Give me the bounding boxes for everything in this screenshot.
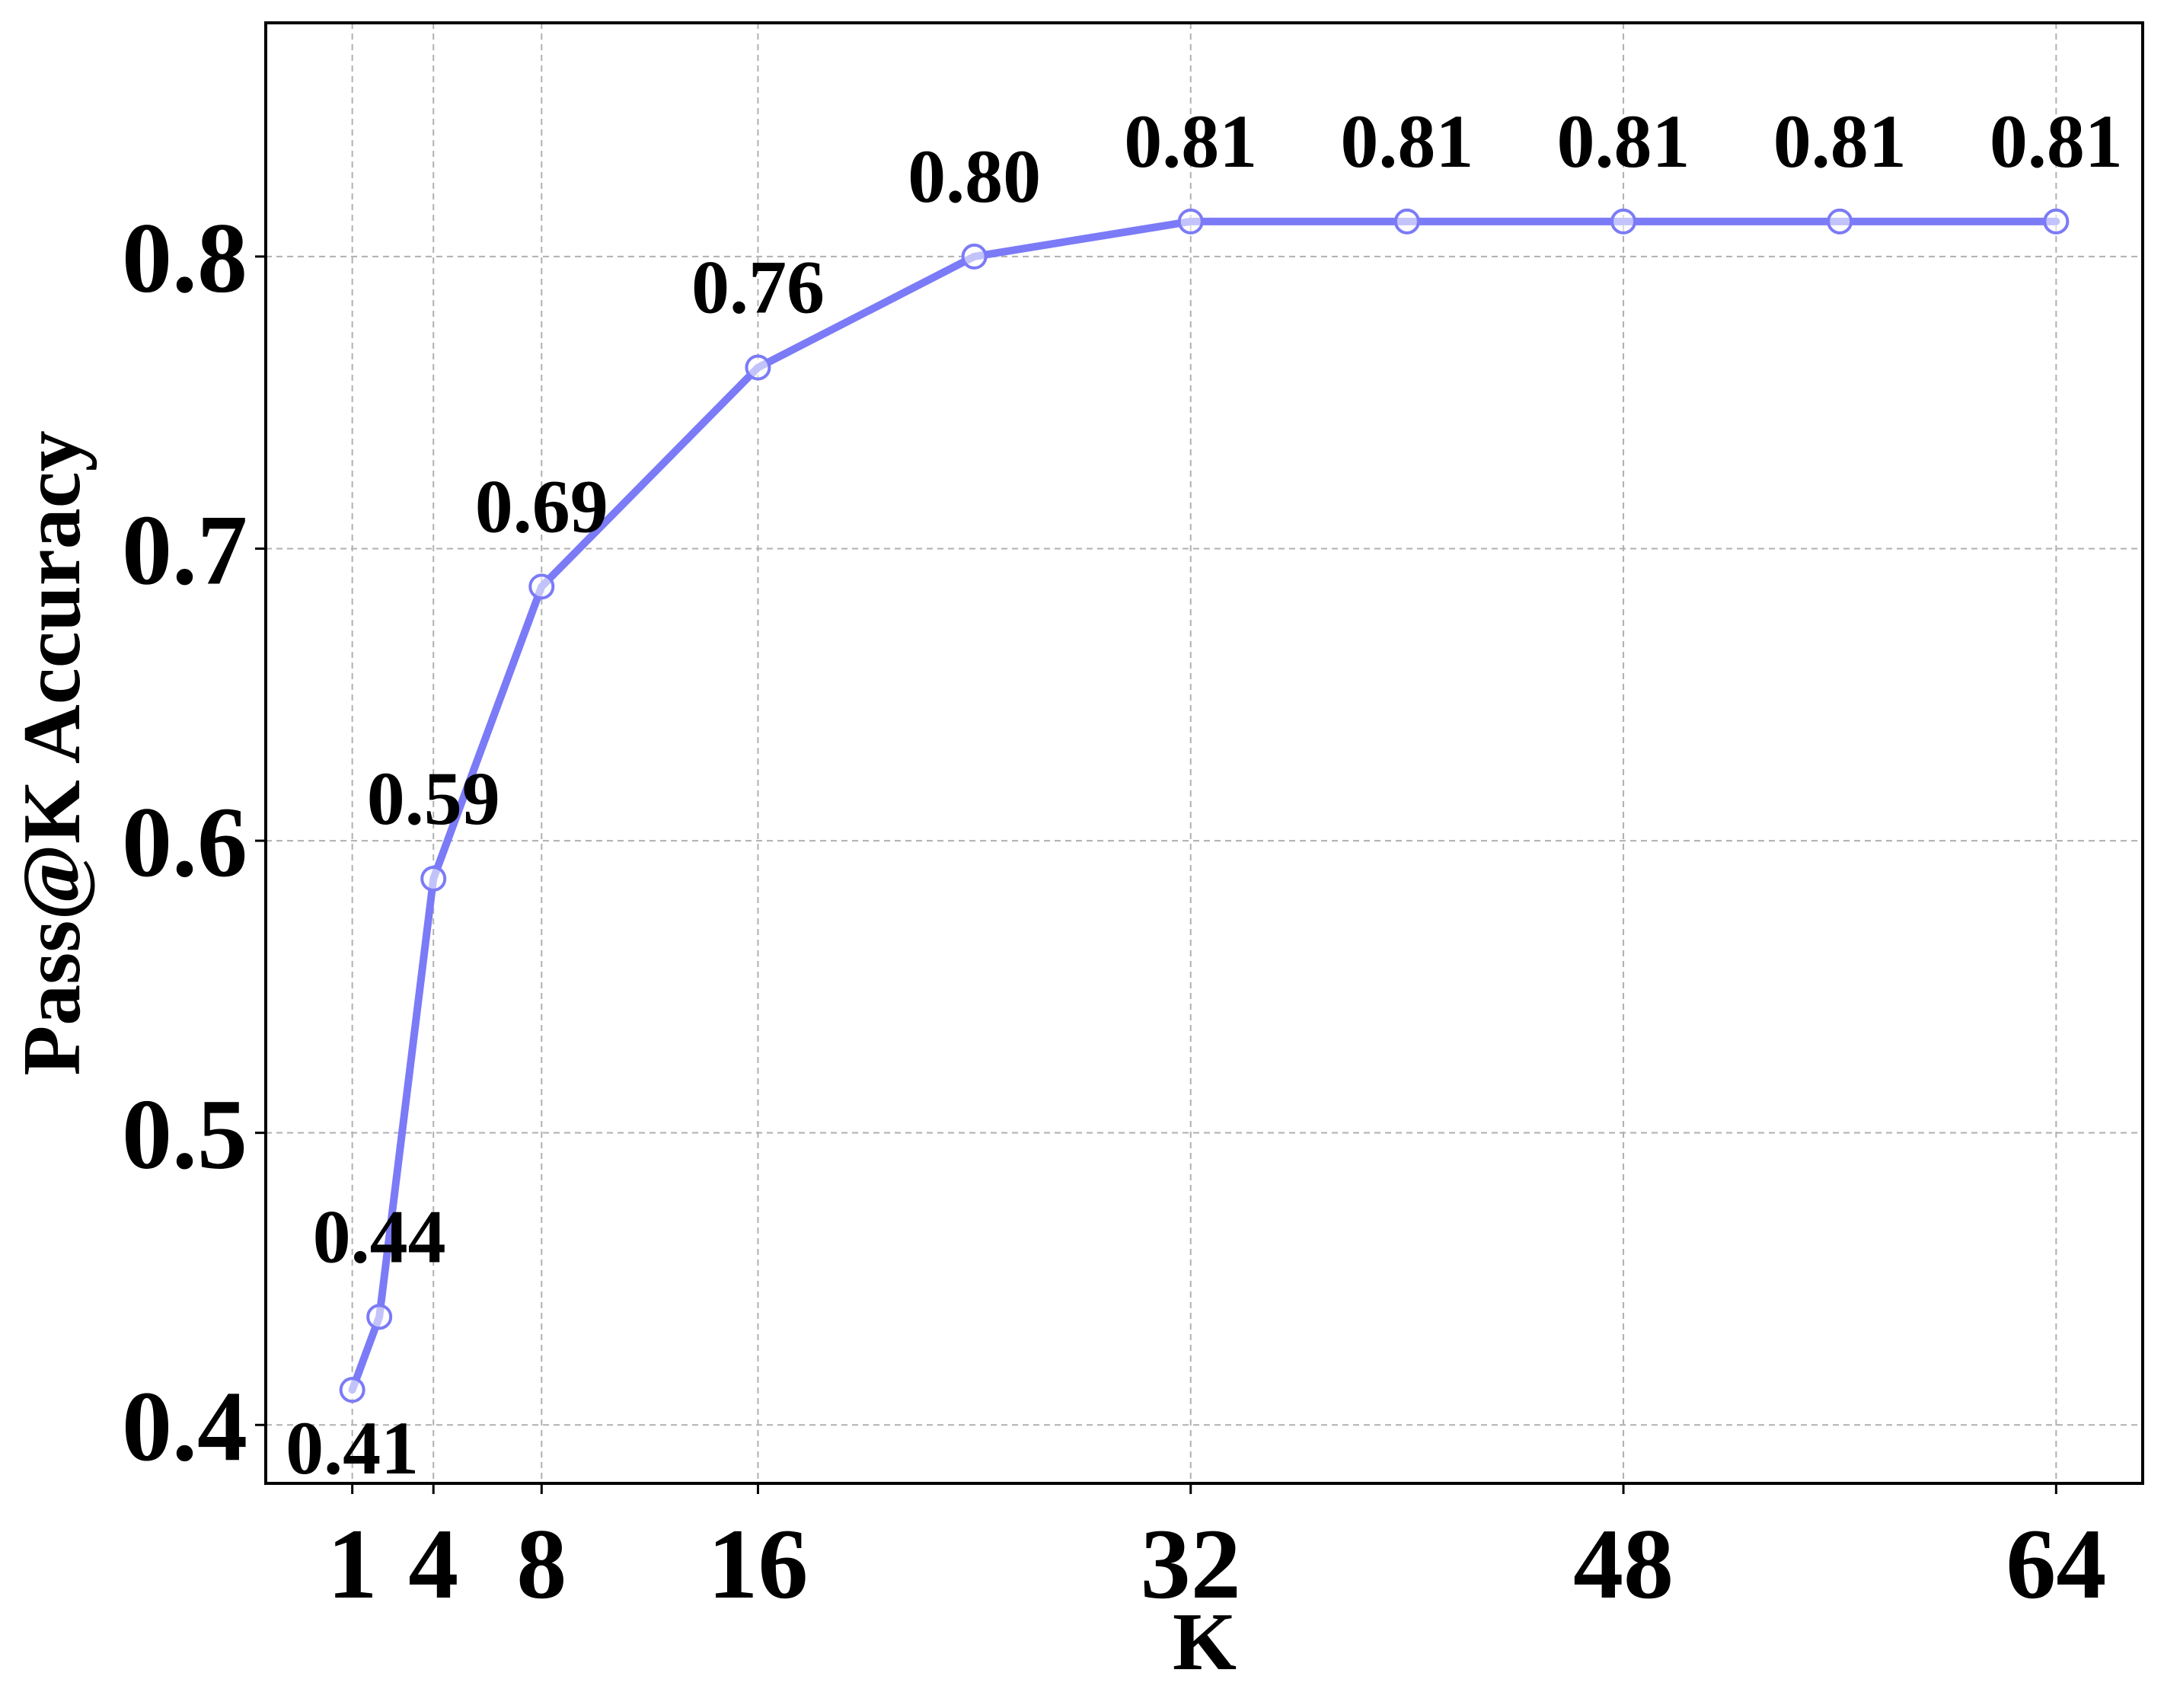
data-label: 0.80 — [908, 134, 1041, 219]
x-tick-label: 8 — [516, 1508, 567, 1620]
plot-frame — [264, 21, 2144, 1485]
y-tick-label: 0.4 — [122, 1370, 247, 1482]
y-tick-label: 0.8 — [122, 202, 247, 314]
data-point — [366, 1304, 393, 1330]
series-line — [348, 217, 2060, 1394]
x-tick-label: 1 — [327, 1508, 378, 1620]
data-point — [1827, 208, 1853, 235]
data-point — [420, 865, 447, 892]
axis-ticks: 1 4 8 16 32 48 640.40.50.60.70.8 — [122, 202, 2106, 1620]
data-point — [961, 243, 988, 270]
x-tick-label: 64 — [2006, 1508, 2106, 1620]
x-tick-label: 48 — [1573, 1508, 1674, 1620]
y-tick-label: 0.6 — [122, 786, 247, 898]
data-point — [339, 1377, 365, 1403]
data-point — [1393, 208, 1420, 235]
data-label: 0.76 — [691, 245, 825, 330]
data-point — [745, 354, 771, 381]
data-point — [528, 573, 555, 600]
y-tick-label: 0.7 — [122, 493, 247, 605]
data-label: 0.81 — [1124, 99, 1257, 184]
series-layer — [339, 208, 2070, 1403]
data-labels: 0.41 0.44 0.59 0.69 0.76 0.80 0.81 0.81 0.81 0.81… — [286, 99, 2123, 1490]
data-label: 0.81 — [1557, 99, 1690, 184]
y-axis-label: Pass@K Accuracy — [7, 430, 97, 1075]
data-label: 0.81 — [1990, 99, 2123, 184]
x-axis-label: K — [1173, 1597, 1237, 1687]
data-label: 0.41 — [286, 1406, 419, 1490]
data-point — [2043, 208, 2070, 235]
data-point — [1610, 208, 1637, 235]
data-label: 0.69 — [475, 464, 608, 548]
data-label: 0.81 — [1773, 99, 1907, 184]
data-point — [1177, 208, 1204, 235]
x-tick-label: 32 — [1141, 1508, 1241, 1620]
x-tick-label: 16 — [707, 1508, 808, 1620]
data-label: 0.59 — [367, 756, 500, 841]
y-tick-label: 0.5 — [122, 1078, 247, 1190]
data-label: 0.44 — [313, 1194, 446, 1279]
data-label: 0.81 — [1340, 99, 1473, 184]
x-tick-label: 4 — [408, 1508, 458, 1620]
grid-lines — [266, 23, 2143, 1483]
